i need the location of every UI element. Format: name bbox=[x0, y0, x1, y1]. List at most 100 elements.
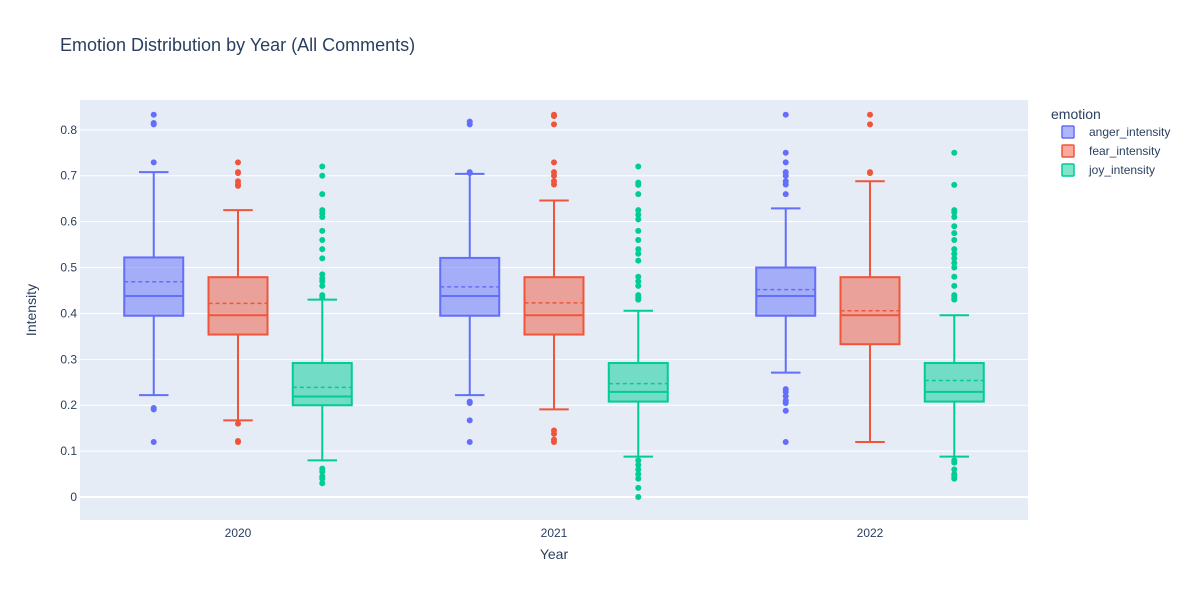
series-anger_intensity bbox=[123, 111, 817, 445]
outlier-point bbox=[782, 181, 789, 188]
box-fear_intensity-2020 bbox=[207, 159, 269, 445]
outlier-point bbox=[951, 237, 958, 243]
box-joy_intensity-2022 bbox=[923, 149, 985, 482]
outlier-point bbox=[867, 169, 873, 176]
y-tick-label: 0.5 bbox=[60, 261, 77, 275]
series-fear_intensity bbox=[207, 111, 901, 445]
outlier-point bbox=[635, 461, 642, 468]
y-axis-title: Intensity bbox=[23, 284, 39, 336]
outlier-point bbox=[150, 406, 157, 413]
outlier-point bbox=[235, 182, 241, 189]
y-tick-label: 0.8 bbox=[60, 123, 77, 137]
outlier-point bbox=[319, 468, 326, 475]
outlier-point bbox=[867, 121, 873, 128]
outlier-point bbox=[635, 466, 642, 473]
outlier-point bbox=[635, 207, 642, 214]
outlier-point bbox=[951, 475, 958, 482]
legend-label: joy_intensity bbox=[1088, 163, 1155, 177]
y-tick-label: 0.6 bbox=[60, 215, 77, 229]
outlier-point bbox=[635, 227, 642, 234]
outlier-point bbox=[551, 438, 557, 445]
outlier-point bbox=[782, 149, 789, 156]
legend-swatch bbox=[1061, 144, 1075, 158]
x-tick-label: 2020 bbox=[225, 526, 252, 540]
outlier-point bbox=[635, 484, 642, 491]
outlier-point bbox=[951, 223, 958, 230]
box-iqr bbox=[207, 276, 269, 336]
outlier-point bbox=[319, 246, 326, 253]
outlier-point bbox=[150, 438, 157, 445]
outlier-point bbox=[951, 282, 958, 289]
outlier-point bbox=[150, 159, 157, 166]
outlier-point bbox=[466, 169, 473, 176]
outlier-point bbox=[782, 438, 789, 445]
outlier-point bbox=[951, 250, 958, 257]
box-iqr bbox=[607, 362, 669, 403]
box-iqr bbox=[123, 256, 185, 317]
outlier-point bbox=[635, 237, 642, 243]
outlier-point bbox=[235, 159, 241, 166]
outlier-point bbox=[635, 475, 642, 482]
outlier-point bbox=[782, 111, 789, 118]
outlier-point bbox=[235, 420, 241, 427]
box-iqr bbox=[291, 362, 353, 407]
outlier-point bbox=[635, 273, 642, 280]
outlier-point bbox=[951, 181, 958, 188]
outlier-point bbox=[635, 278, 642, 285]
outlier-point bbox=[635, 246, 642, 253]
outlier-point bbox=[551, 172, 557, 179]
outlier-point bbox=[466, 438, 473, 445]
box-iqr bbox=[523, 276, 585, 336]
outlier-point bbox=[951, 264, 958, 271]
outlier-point bbox=[951, 255, 958, 262]
outlier-point bbox=[319, 271, 326, 278]
outlier-point bbox=[635, 457, 642, 464]
outlier-point bbox=[635, 471, 642, 478]
outlier-point bbox=[150, 121, 157, 128]
legend-label: fear_intensity bbox=[1089, 144, 1160, 158]
outlier-point bbox=[635, 163, 642, 170]
box-joy_intensity-2021 bbox=[607, 163, 669, 501]
legend-label: anger_intensity bbox=[1089, 125, 1170, 139]
outlier-point bbox=[319, 480, 326, 487]
outlier-point bbox=[635, 296, 642, 303]
box-iqr bbox=[755, 266, 817, 317]
y-tick-label: 0.1 bbox=[60, 444, 77, 458]
outlier-point bbox=[235, 169, 241, 176]
legend-title: emotion bbox=[1051, 106, 1101, 122]
box-anger_intensity-2020 bbox=[123, 111, 185, 445]
outlier-point bbox=[466, 121, 473, 128]
outlier-point bbox=[635, 211, 642, 218]
outlier-point bbox=[782, 399, 789, 406]
outlier-point bbox=[951, 214, 958, 221]
outlier-point bbox=[635, 282, 642, 289]
box-fear_intensity-2022 bbox=[839, 111, 901, 443]
legend-item-joy_intensity: joy_intensity bbox=[1061, 163, 1155, 177]
outlier-point bbox=[635, 494, 642, 501]
outlier-point bbox=[951, 230, 958, 237]
outlier-point bbox=[466, 417, 473, 424]
x-axis-ticks: 2020 2021 2022 bbox=[225, 526, 884, 540]
outlier-point bbox=[319, 255, 326, 262]
outlier-point bbox=[635, 257, 642, 264]
outlier-point bbox=[635, 216, 642, 223]
box-joy_intensity-2020 bbox=[291, 163, 353, 487]
x-tick-label: 2022 bbox=[857, 526, 884, 540]
outlier-point bbox=[551, 113, 557, 120]
outlier-point bbox=[635, 250, 642, 257]
box-fear_intensity-2021 bbox=[523, 111, 585, 445]
outlier-point bbox=[951, 466, 958, 473]
outlier-point bbox=[867, 111, 873, 118]
outlier-point bbox=[150, 111, 157, 118]
outlier-point bbox=[319, 237, 326, 243]
outlier-point bbox=[319, 172, 326, 179]
outlier-point bbox=[782, 191, 789, 198]
outlier-point bbox=[951, 273, 958, 280]
box-anger_intensity-2021 bbox=[439, 118, 501, 445]
box-series bbox=[123, 111, 985, 501]
outlier-point bbox=[319, 227, 326, 234]
outlier-point bbox=[782, 172, 789, 179]
legend-swatch bbox=[1061, 125, 1075, 139]
outlier-point bbox=[319, 278, 326, 285]
